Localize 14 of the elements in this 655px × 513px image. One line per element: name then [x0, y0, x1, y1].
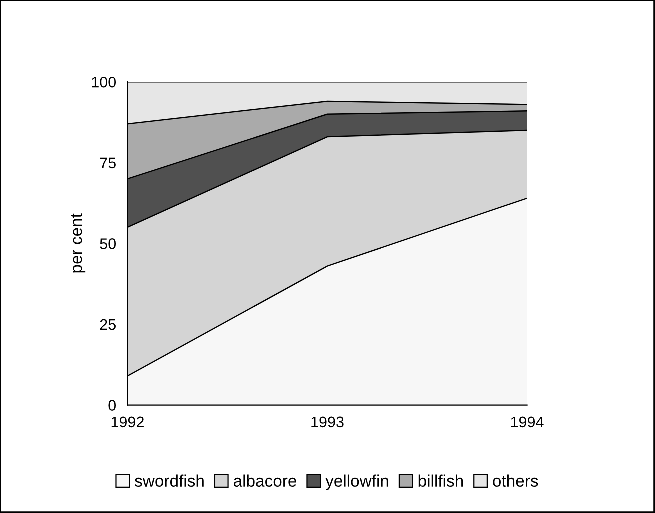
legend-label: swordfish [135, 474, 204, 488]
x-tick-label: 1992 [112, 416, 144, 428]
legend-label: others [493, 474, 538, 488]
y-tick-label: 75 [100, 158, 116, 169]
y-tick-label: 0 [108, 400, 116, 411]
legend-label: albacore [234, 474, 296, 488]
y-tick-label: 50 [100, 238, 116, 250]
legend-label: billfish [418, 474, 464, 488]
y-axis-title: per cent [71, 214, 86, 273]
legend-label: yellowfin [326, 474, 388, 490]
y-tick-label: 25 [100, 319, 116, 330]
y-tick-label: 100 [92, 76, 116, 88]
x-tick-label: 1994 [511, 416, 544, 428]
x-tick-label: 1993 [312, 416, 344, 428]
